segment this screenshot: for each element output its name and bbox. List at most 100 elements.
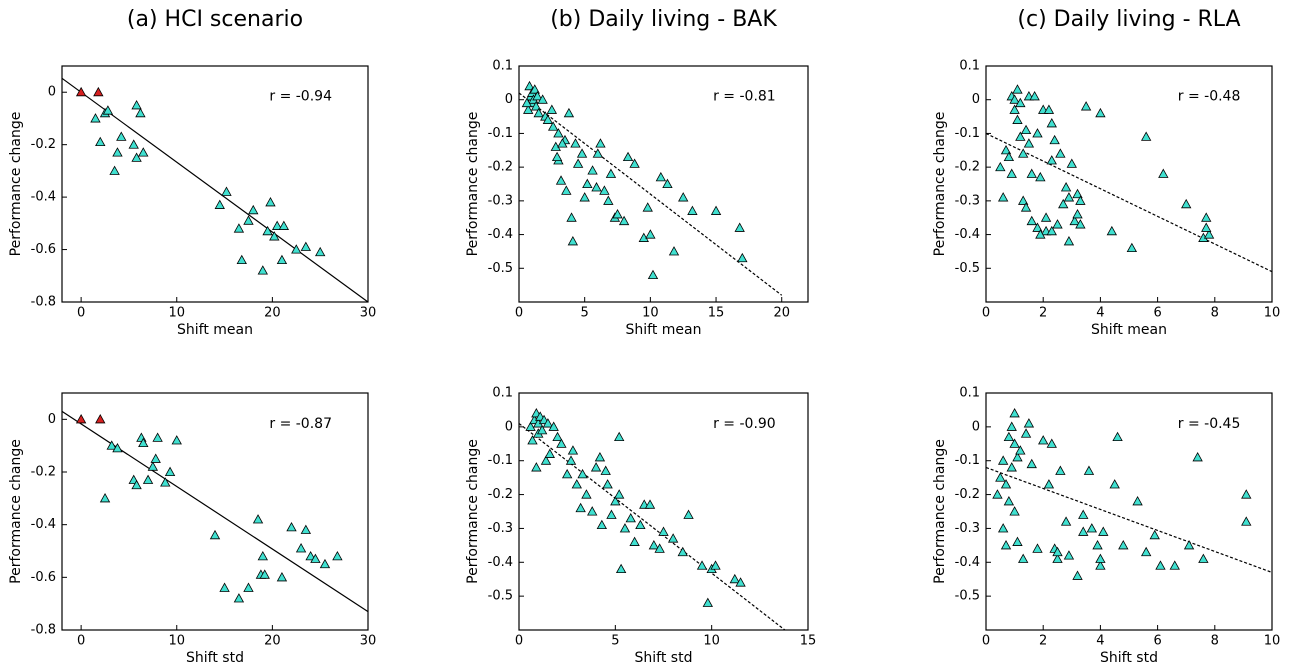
data-point bbox=[527, 435, 538, 445]
data-point bbox=[1052, 219, 1063, 229]
y-axis-label: Performance change bbox=[465, 439, 481, 584]
data-point bbox=[556, 438, 567, 448]
y-axis-label: Performance change bbox=[8, 112, 24, 257]
data-point bbox=[128, 139, 139, 149]
data-point bbox=[262, 225, 273, 236]
y-tick-label: -0.8 bbox=[31, 295, 56, 310]
data-point bbox=[594, 452, 606, 462]
data-point bbox=[687, 205, 698, 215]
data-point bbox=[93, 86, 104, 97]
data-point bbox=[75, 414, 87, 424]
data-point bbox=[576, 148, 588, 158]
data-point bbox=[1055, 148, 1066, 158]
data-point bbox=[603, 195, 614, 205]
y-tick-label: -0.2 bbox=[31, 137, 56, 152]
x-tick-label: 6 bbox=[1153, 634, 1161, 649]
data-point bbox=[1158, 168, 1169, 178]
data-point bbox=[1015, 97, 1026, 108]
data-point bbox=[629, 536, 640, 546]
data-point bbox=[729, 573, 740, 584]
data-point bbox=[1075, 219, 1086, 229]
data-point bbox=[131, 100, 142, 110]
data-point bbox=[291, 244, 302, 254]
data-point bbox=[1063, 235, 1075, 246]
x-tick-label: 20 bbox=[264, 634, 281, 649]
data-point bbox=[1009, 407, 1020, 418]
data-point bbox=[300, 241, 312, 251]
y-tick-label: 0 bbox=[505, 92, 513, 107]
data-point bbox=[1003, 496, 1015, 506]
data-point bbox=[1043, 479, 1055, 489]
data-point bbox=[1006, 168, 1017, 178]
data-point bbox=[1109, 479, 1120, 489]
y-tick-label: -0.2 bbox=[488, 487, 513, 502]
y-tick-label: -0.2 bbox=[31, 465, 56, 480]
data-point bbox=[529, 84, 540, 94]
data-point bbox=[696, 560, 708, 570]
data-point bbox=[1112, 431, 1123, 442]
axes-frame bbox=[518, 65, 809, 303]
data-point bbox=[606, 509, 617, 519]
data-point bbox=[997, 523, 1009, 533]
data-point bbox=[710, 205, 722, 215]
data-point bbox=[1126, 242, 1138, 253]
annotation: r = -0.48 bbox=[1178, 89, 1241, 105]
x-tick-label: 20 bbox=[773, 306, 790, 321]
data-point bbox=[265, 197, 276, 207]
data-point bbox=[1000, 144, 1012, 155]
x-tick-label: 4 bbox=[1096, 634, 1104, 649]
data-point bbox=[563, 107, 575, 118]
data-point bbox=[1049, 134, 1060, 145]
data-point bbox=[575, 502, 586, 513]
y-tick-label: -0.3 bbox=[488, 193, 513, 208]
axes-frame bbox=[985, 392, 1273, 631]
data-point bbox=[1046, 117, 1057, 128]
data-point bbox=[90, 113, 101, 123]
data-point bbox=[619, 523, 631, 533]
data-point bbox=[233, 593, 245, 603]
data-point bbox=[1032, 543, 1043, 553]
data-point bbox=[1023, 138, 1035, 148]
data-point bbox=[635, 519, 646, 530]
data-point bbox=[286, 521, 297, 532]
data-point bbox=[1098, 526, 1109, 536]
annotation: r = -0.90 bbox=[713, 416, 776, 432]
y-tick-label: 0 bbox=[972, 92, 980, 107]
data-point bbox=[557, 138, 568, 148]
data-point bbox=[552, 431, 563, 442]
data-point bbox=[1078, 509, 1089, 519]
data-point bbox=[99, 493, 111, 503]
data-point bbox=[596, 519, 608, 530]
y-tick-label: 0 bbox=[48, 412, 56, 427]
data-point bbox=[587, 165, 598, 175]
data-point bbox=[524, 80, 535, 91]
data-point bbox=[614, 489, 625, 499]
data-point bbox=[209, 529, 221, 540]
data-point bbox=[629, 158, 640, 168]
subplot: (b) Daily living - BAK 0 5 10 15 20 -0.5 -0.4 -0… bbox=[465, 7, 809, 338]
annotation: r = -0.45 bbox=[1178, 416, 1241, 432]
y-tick-label: -0.4 bbox=[31, 190, 56, 205]
data-point bbox=[1183, 540, 1195, 550]
y-tick-label: -0.2 bbox=[488, 160, 513, 175]
data-point bbox=[1020, 202, 1032, 212]
x-tick-label: 0 bbox=[77, 634, 85, 649]
data-point bbox=[116, 131, 127, 141]
data-point bbox=[658, 526, 669, 536]
data-point bbox=[561, 185, 572, 195]
subplot: (a) HCI scenario 0 10 20 30 -0.8 -0.6 -0.4 -0.2 0… bbox=[8, 7, 376, 338]
data-point bbox=[1072, 188, 1083, 199]
data-point bbox=[278, 220, 290, 230]
data-point bbox=[622, 151, 634, 162]
x-tick-label: 0 bbox=[982, 306, 990, 321]
data-point bbox=[1198, 553, 1209, 563]
data-point bbox=[1003, 431, 1015, 442]
annotation: r = -0.87 bbox=[269, 416, 332, 432]
x-axis-label: Shift std bbox=[1100, 650, 1158, 666]
data-point bbox=[112, 442, 123, 453]
data-point bbox=[1018, 553, 1029, 563]
data-point bbox=[142, 474, 154, 484]
data-point bbox=[295, 543, 307, 553]
data-point bbox=[655, 171, 667, 182]
